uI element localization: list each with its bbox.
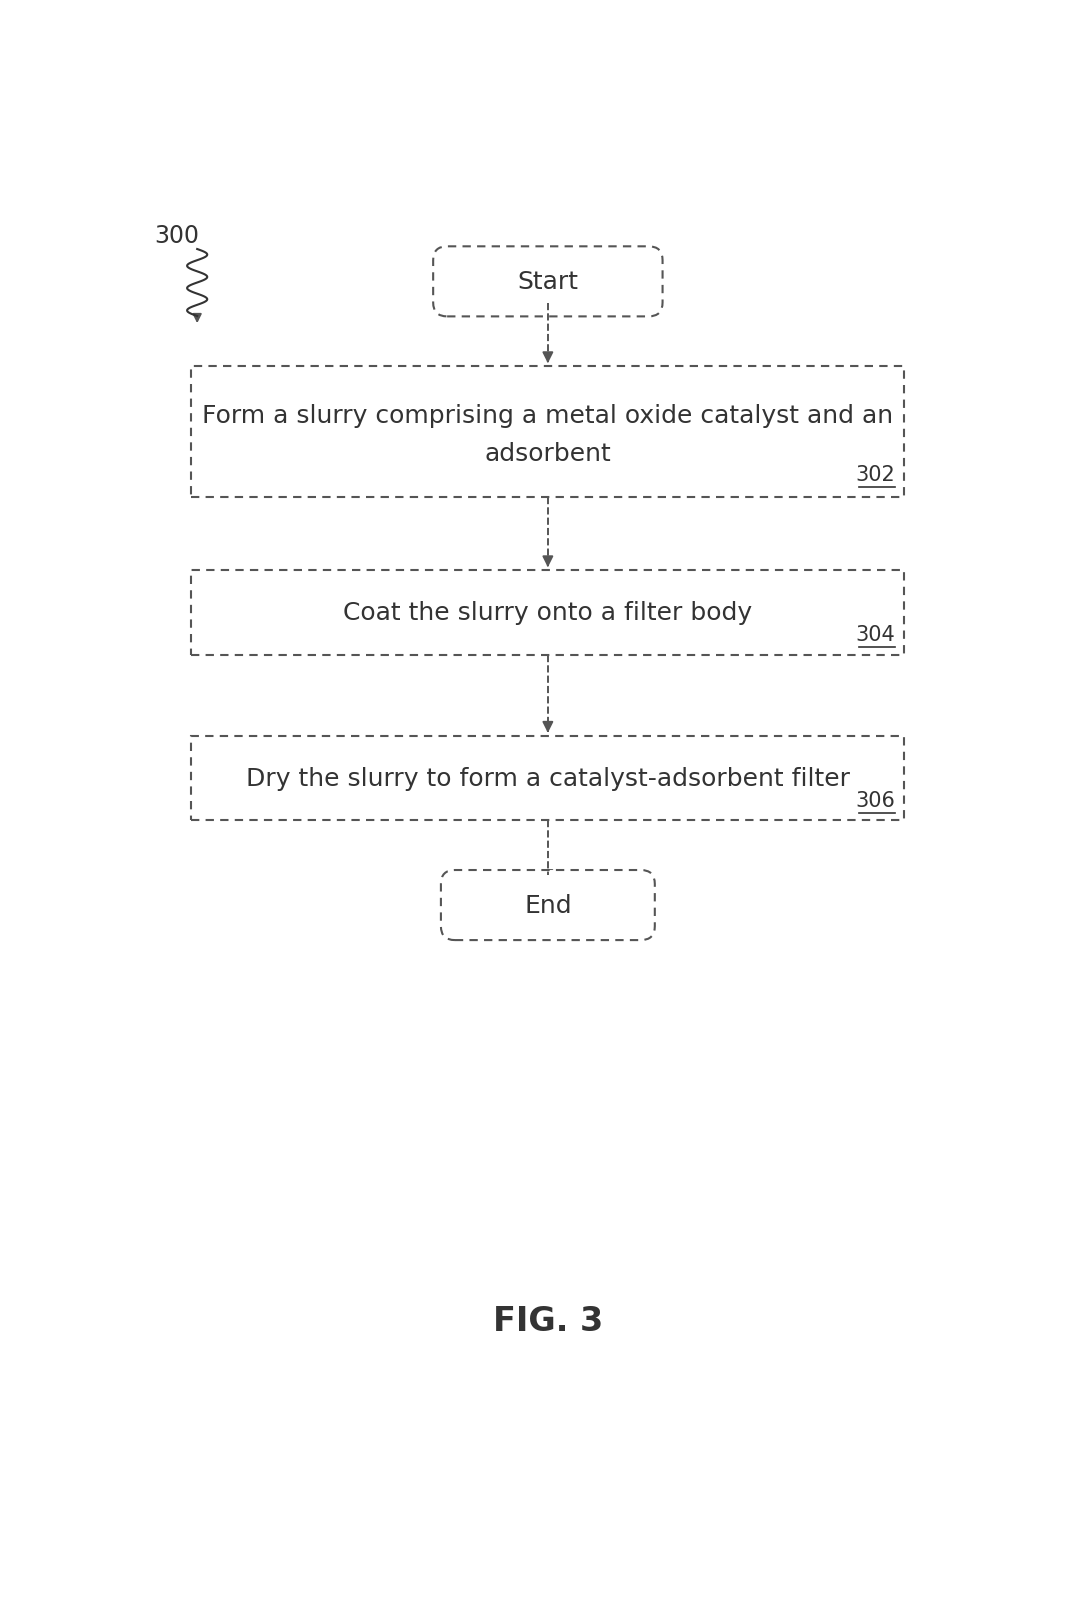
FancyBboxPatch shape (440, 870, 655, 941)
FancyBboxPatch shape (433, 247, 663, 318)
Text: Dry the slurry to form a catalyst-adsorbent filter: Dry the slurry to form a catalyst-adsorb… (246, 767, 850, 791)
Text: adsorbent: adsorbent (484, 442, 611, 466)
FancyBboxPatch shape (191, 736, 904, 822)
Text: End: End (524, 894, 572, 917)
FancyBboxPatch shape (191, 366, 904, 497)
FancyBboxPatch shape (191, 571, 904, 655)
Text: Coat the slurry onto a filter body: Coat the slurry onto a filter body (343, 600, 753, 625)
Text: Form a slurry comprising a metal oxide catalyst and an: Form a slurry comprising a metal oxide c… (202, 404, 894, 428)
Text: FIG. 3: FIG. 3 (493, 1304, 603, 1338)
Text: Start: Start (517, 270, 578, 294)
Text: 306: 306 (855, 791, 895, 810)
Text: 300: 300 (154, 224, 199, 249)
Text: 304: 304 (855, 625, 895, 644)
Text: 302: 302 (855, 465, 895, 484)
